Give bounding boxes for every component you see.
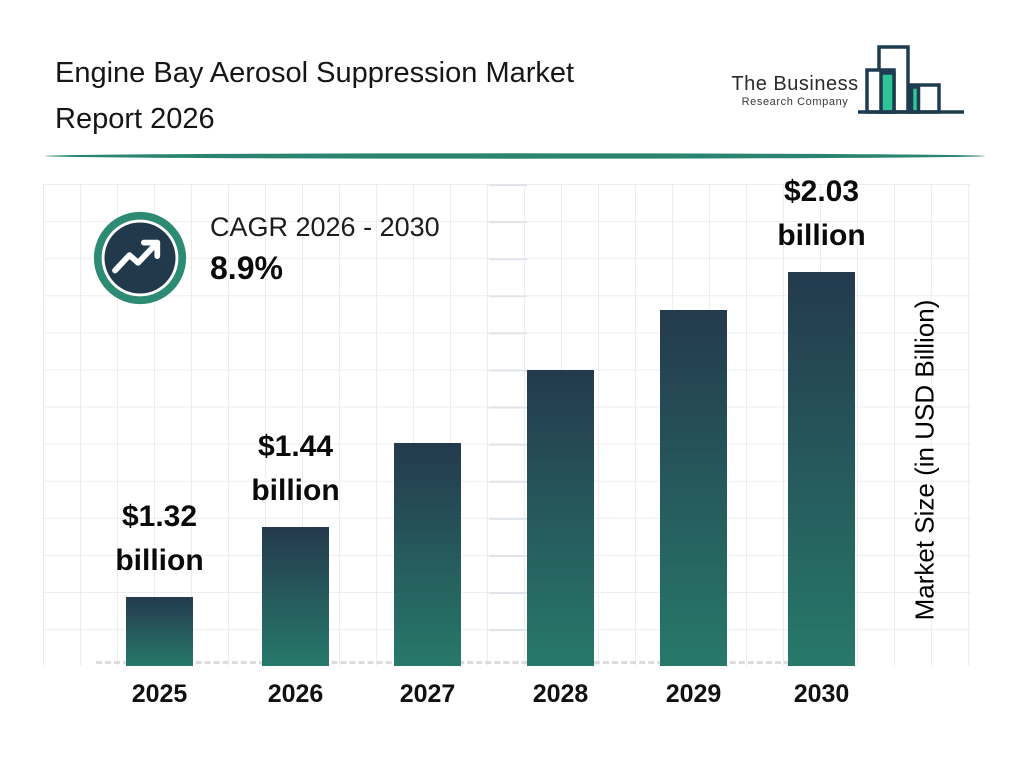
bar-2025 <box>126 597 193 666</box>
bar-value-line1: $2.03 <box>783 175 860 208</box>
bar-2026 <box>262 527 329 666</box>
bar-value-line2: billion <box>115 544 204 577</box>
title-divider <box>45 153 985 159</box>
x-axis-label-2027: 2027 <box>399 680 456 708</box>
bar-value-line1: $1.44 <box>257 430 334 463</box>
trend-arrow-icon <box>93 211 187 305</box>
company-logo-subname: Research Company <box>741 96 849 108</box>
x-axis-label-2026: 2026 <box>267 680 324 708</box>
bar-value-label-2025: $1.32 billion <box>80 495 240 583</box>
bar-2027 <box>394 443 461 666</box>
bar-value-line2: billion <box>777 219 866 252</box>
bar-value-label-2030: $2.03 billion <box>742 170 902 258</box>
cagr-value: 8.9% <box>210 250 283 286</box>
x-axis-label-2028: 2028 <box>532 680 589 708</box>
x-axis-label-2029: 2029 <box>665 680 722 708</box>
company-logo: The Business Research Company <box>720 40 980 130</box>
page-title-line1: Engine Bay Aerosol Suppression Market <box>55 57 575 89</box>
page-title-line2: Report 2026 <box>55 103 215 135</box>
company-logo-text: The Business Research Company <box>720 72 870 109</box>
cagr-callout: CAGR 2026 - 2030 8.9% <box>210 210 440 288</box>
bar-value-line2: billion <box>251 474 340 507</box>
chart-gridline-tint-column <box>489 184 527 666</box>
company-logo-skyline-icon <box>858 45 964 114</box>
bar-2028 <box>527 370 594 666</box>
bar-2030 <box>788 272 855 666</box>
bar-2029 <box>660 310 727 666</box>
x-axis-label-2030: 2030 <box>793 680 850 708</box>
cagr-label: CAGR 2026 - 2030 <box>210 212 440 242</box>
x-axis-label-2025: 2025 <box>131 680 188 708</box>
company-logo-name: The Business <box>731 73 859 95</box>
page-title: Engine Bay Aerosol Suppression Market Re… <box>55 50 695 142</box>
bar-value-line1: $1.32 <box>121 500 198 533</box>
bar-value-label-2026: $1.44 billion <box>216 425 376 513</box>
